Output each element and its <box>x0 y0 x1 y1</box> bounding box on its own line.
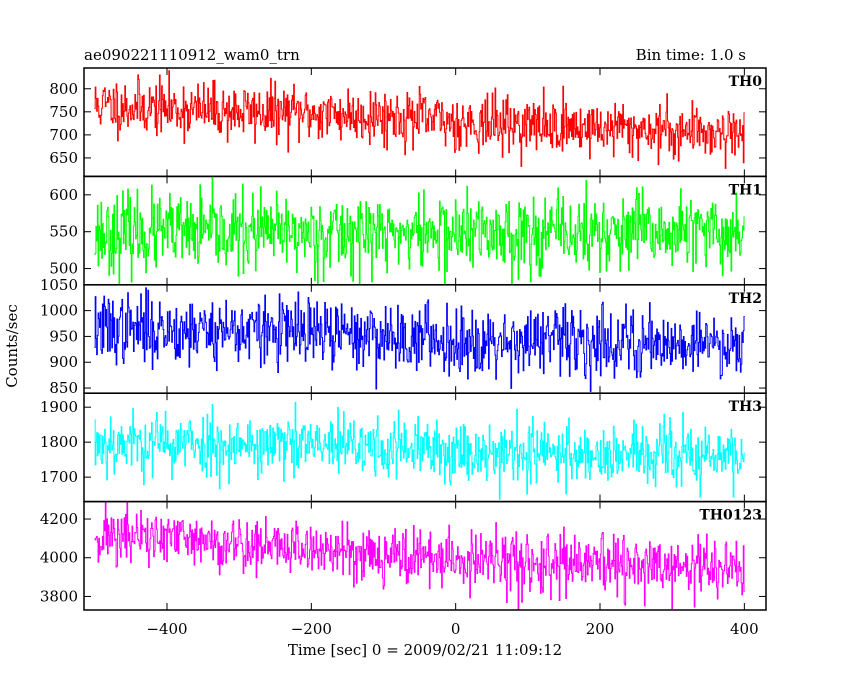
x-axis-label: Time [sec] 0 = 2009/02/21 11:09:12 <box>288 641 562 659</box>
y-tick-label: 550 <box>49 223 78 241</box>
panel-th0123: 3800 4000 4200 TH0123 <box>40 500 767 611</box>
y-tick-label: 850 <box>49 379 78 397</box>
y-tick-label: 750 <box>49 103 78 121</box>
y-tick-label: 500 <box>49 260 78 278</box>
series-th1 <box>94 176 745 285</box>
plot-title: ae090221110912_wam0_trn <box>84 46 300 64</box>
y-tick-label: 1000 <box>40 302 78 320</box>
y-tick-label: 1700 <box>40 468 78 486</box>
x-tick-label: 200 <box>586 620 615 638</box>
panel-label: TH3 <box>729 399 762 415</box>
series-th0123 <box>94 501 745 610</box>
y-tick-label: 4000 <box>40 549 78 567</box>
y-tick-label: 1900 <box>40 398 78 416</box>
x-tick-label: 400 <box>730 620 759 638</box>
y-tick-label: 700 <box>49 126 78 144</box>
y-tick-label: 600 <box>49 186 78 204</box>
panel-label: TH1 <box>729 182 762 198</box>
panel-label: TH0 <box>729 74 763 90</box>
panel-th3: 1700 1800 1900 TH3 <box>40 392 767 503</box>
x-tick-label: −400 <box>146 620 187 638</box>
panel-label: TH0123 <box>699 508 762 524</box>
y-tick-label: 950 <box>49 327 78 345</box>
panel-th0: 650 700 750 800 TH0 <box>49 67 767 178</box>
y-tick-label: 3800 <box>40 587 78 605</box>
y-axis-label: Counts/sec <box>3 304 21 388</box>
y-tick-label: 800 <box>49 80 78 98</box>
series-th3 <box>94 401 745 500</box>
panel-th1: 500 550 600 TH1 <box>49 175 767 286</box>
y-tick-label: 650 <box>49 149 78 167</box>
series-th2 <box>94 287 745 392</box>
y-tick-label: 900 <box>49 353 78 371</box>
panels-group: 650 700 750 800 TH0 500 550 600 TH1 850 900 950 1000… <box>40 67 767 638</box>
panel-th2: 850 900 950 1000 1050 TH2 <box>40 276 767 397</box>
panel-frame <box>83 67 767 178</box>
y-tick-label: 4200 <box>40 510 78 528</box>
x-tick-label: −200 <box>291 620 332 638</box>
x-tick-label: 0 <box>451 620 461 638</box>
bin-time-label: Bin time: 1.0 s <box>636 46 746 64</box>
series-th0 <box>94 70 745 169</box>
panel-frame <box>83 392 767 503</box>
y-tick-label: 1800 <box>40 433 78 451</box>
panel-frame <box>83 500 767 611</box>
y-tick-label: 1050 <box>40 276 78 294</box>
panel-label: TH2 <box>729 291 762 307</box>
